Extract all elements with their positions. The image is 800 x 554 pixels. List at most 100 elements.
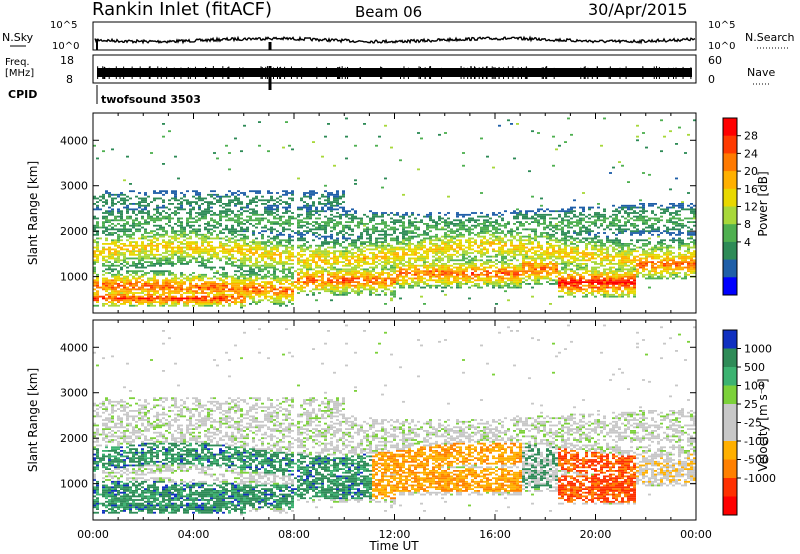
power-cell: [165, 257, 168, 260]
power-cell: [483, 270, 486, 273]
power-cell: [495, 263, 498, 265]
power-cell: [408, 248, 411, 251]
power-cell: [126, 257, 129, 260]
power-cell: [111, 228, 114, 231]
power-cell: [363, 246, 366, 249]
power-cell: [198, 303, 201, 305]
power-cell: [240, 306, 243, 309]
power-cell: [522, 266, 525, 269]
power-cell: [330, 210, 333, 213]
power-cell: [204, 212, 207, 214]
power-cell: [408, 243, 411, 245]
power-cell: [273, 288, 276, 291]
power-cell: [348, 268, 351, 271]
power-cell: [153, 304, 156, 307]
power-cell: [315, 288, 318, 291]
power-cell: [282, 283, 285, 285]
power-cell: [225, 243, 228, 245]
power-cell: [513, 275, 516, 278]
power-cell: [474, 268, 477, 271]
power-cell: [342, 255, 345, 258]
power-cell: [384, 246, 387, 249]
power-cell: [219, 299, 222, 302]
power-cell: [120, 230, 123, 233]
power-cell: [327, 270, 330, 273]
power-cell: [324, 237, 327, 240]
power-cell: [282, 212, 285, 214]
power-cell: [354, 272, 357, 274]
power-cell: [339, 223, 342, 225]
power-cell: [207, 293, 210, 296]
power-cell: [207, 204, 210, 207]
power-cell: [111, 241, 114, 243]
power-cell: [249, 273, 252, 276]
power-cell: [180, 203, 183, 205]
power-cell: [246, 283, 249, 285]
power-cell: [504, 261, 507, 263]
power-cell: [513, 286, 516, 289]
power-cell: [492, 224, 495, 227]
power-cell: [378, 284, 381, 287]
power-cell: [93, 224, 96, 227]
power-cell: [444, 232, 447, 234]
power-cell: [291, 259, 294, 262]
power-cell: [336, 233, 339, 236]
power-cell: [309, 210, 312, 213]
power-cell: [315, 221, 318, 223]
power-cell: [159, 206, 162, 209]
power-cell: [339, 213, 342, 216]
power-cell: [228, 290, 231, 293]
power-cell: [357, 223, 360, 225]
power-cell: [336, 290, 339, 293]
power-cell: [201, 275, 204, 278]
power-cell: [531, 263, 534, 265]
power-cell: [210, 250, 213, 253]
power-cell: [330, 279, 333, 282]
power-cell: [405, 237, 408, 240]
power-cell: [456, 223, 459, 225]
power-cell: [357, 224, 360, 227]
power-cell: [174, 297, 177, 300]
power-cell: [369, 273, 372, 276]
power-cell: [465, 261, 468, 263]
power-cell: [156, 239, 159, 242]
power-cell: [474, 273, 477, 276]
power-cell: [432, 235, 435, 238]
power-cell: [255, 213, 258, 216]
power-cell: [309, 263, 312, 265]
power-cell: [306, 223, 309, 225]
power-cell: [147, 210, 150, 213]
power-cell: [180, 208, 183, 211]
power-cell: [354, 243, 357, 245]
power-cell: [390, 246, 393, 249]
power-cell: [354, 266, 357, 269]
power-cell: [156, 208, 159, 211]
power-cell: [129, 183, 132, 185]
power-cell: [432, 226, 435, 229]
power-cell: [231, 232, 234, 234]
power-cell: [195, 215, 198, 218]
power-cell: [141, 197, 144, 200]
power-cell: [357, 292, 360, 294]
power-cell: [492, 286, 495, 289]
power-cell: [243, 239, 246, 242]
power-cell: [351, 268, 354, 271]
power-cell: [108, 261, 111, 263]
power-cell: [198, 246, 201, 249]
power-cell: [282, 223, 285, 225]
power-cell: [123, 292, 126, 294]
power-cell: [444, 270, 447, 273]
power-cell: [276, 237, 279, 240]
power-cell: [321, 206, 324, 209]
power-cell: [318, 272, 321, 274]
power-cell: [126, 301, 129, 303]
power-cell: [417, 277, 420, 280]
power-cell: [330, 233, 333, 236]
power-cell: [114, 297, 117, 300]
power-cell: [315, 299, 318, 302]
power-cell: [249, 244, 252, 247]
power-cell: [399, 219, 402, 222]
power-cell: [441, 290, 444, 293]
power-cell: [414, 253, 417, 256]
power-cell: [477, 250, 480, 253]
